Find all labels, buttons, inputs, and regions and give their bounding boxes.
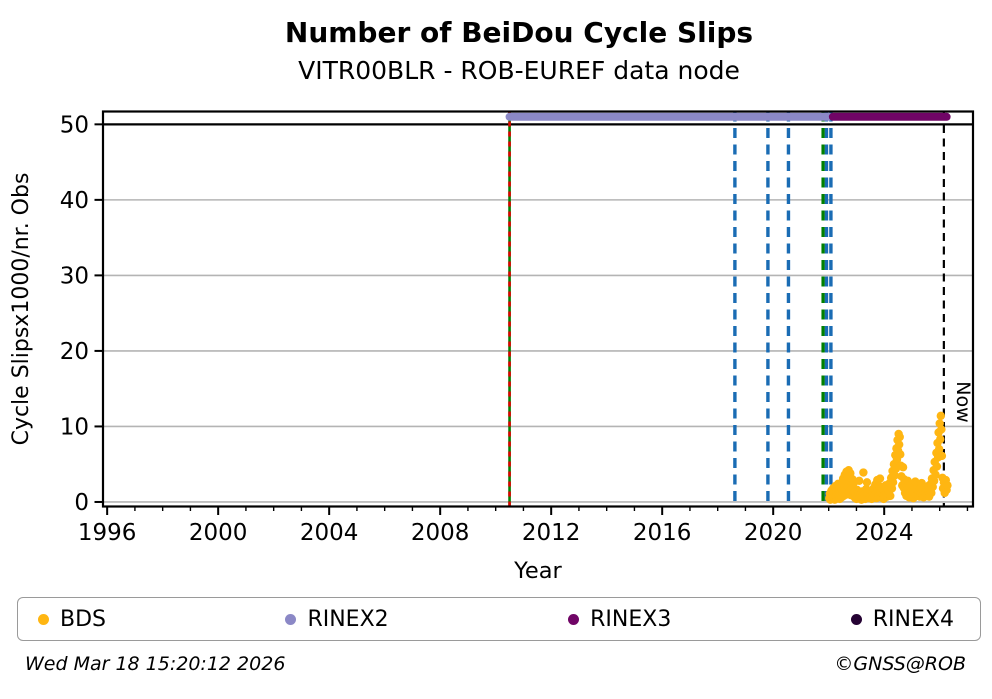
- x-tick-label: 2008: [411, 520, 470, 546]
- legend-dot-rinex2: [285, 613, 297, 625]
- timestamp: Wed Mar 18 15:20:12 2026: [25, 653, 286, 675]
- x-tick-label: 2004: [300, 520, 359, 546]
- legend-label: RINEX2: [307, 606, 389, 632]
- y-axis-label: Cycle Slipsx1000/nr. Obs: [9, 173, 34, 446]
- data-point-bds: [937, 425, 946, 434]
- y-tick-label: 30: [60, 263, 89, 289]
- data-point-bds: [894, 440, 904, 449]
- data-point-bds: [936, 411, 946, 421]
- data-point-bds: [934, 444, 944, 454]
- data-point-bds: [875, 474, 885, 483]
- legend-label: BDS: [60, 606, 106, 632]
- y-tick-label: 40: [60, 188, 89, 214]
- x-tick-label: 2000: [189, 520, 248, 546]
- x-axis-label: Year: [513, 558, 562, 584]
- x-tick-label: 2024: [855, 520, 914, 546]
- y-tick-label: 0: [74, 490, 89, 516]
- x-tick-label: 2012: [522, 520, 581, 546]
- data-point-bds: [895, 432, 904, 442]
- x-tick-label: 1996: [78, 520, 137, 546]
- data-point-bds: [937, 451, 947, 461]
- now-label: Now: [952, 381, 974, 422]
- footer: Wed Mar 18 15:20:12 2026 ©GNSS@ROB: [25, 653, 966, 675]
- legend: BDS RINEX2 RINEX3 RINEX4: [17, 597, 981, 641]
- chart-subtitle: VITR00BLR - ROB-EUREF data node: [298, 56, 740, 85]
- legend-dot-rinex4: [850, 613, 862, 625]
- data-point-bds: [862, 478, 872, 487]
- data-point-bds: [859, 468, 868, 477]
- y-tick-label: 50: [60, 112, 89, 138]
- data-point-bds: [855, 476, 864, 486]
- legend-item-rinex4: RINEX4: [850, 606, 954, 632]
- data-point-bds: [890, 471, 899, 480]
- legend-item-rinex3: RINEX3: [568, 607, 671, 632]
- legend-dot-rinex3: [568, 613, 580, 625]
- data-point-bds: [886, 491, 895, 501]
- legend-item-rinex2: RINEX2: [285, 606, 389, 632]
- x-tick-label: 2020: [744, 520, 803, 546]
- x-tick-label: 2016: [633, 520, 692, 546]
- data-point-bds: [888, 478, 898, 487]
- data-point-bds: [943, 481, 952, 490]
- y-tick-label: 10: [60, 414, 89, 440]
- y-tick-label: 20: [60, 339, 89, 365]
- data-point-bds: [896, 450, 905, 459]
- legend-item-bds: BDS: [38, 607, 106, 632]
- legend-label: RINEX4: [872, 606, 954, 632]
- plot-border: [101, 110, 975, 508]
- copyright: ©GNSS@ROB: [834, 653, 966, 675]
- chart-title: Number of BeiDou Cycle Slips: [284, 16, 754, 49]
- data-point-bds: [932, 462, 942, 471]
- data-point-bds: [936, 435, 945, 444]
- data-point-bds: [931, 470, 940, 479]
- legend-label: RINEX3: [590, 606, 672, 632]
- legend-dot-bds: [38, 613, 49, 625]
- data-point-bds: [898, 463, 908, 472]
